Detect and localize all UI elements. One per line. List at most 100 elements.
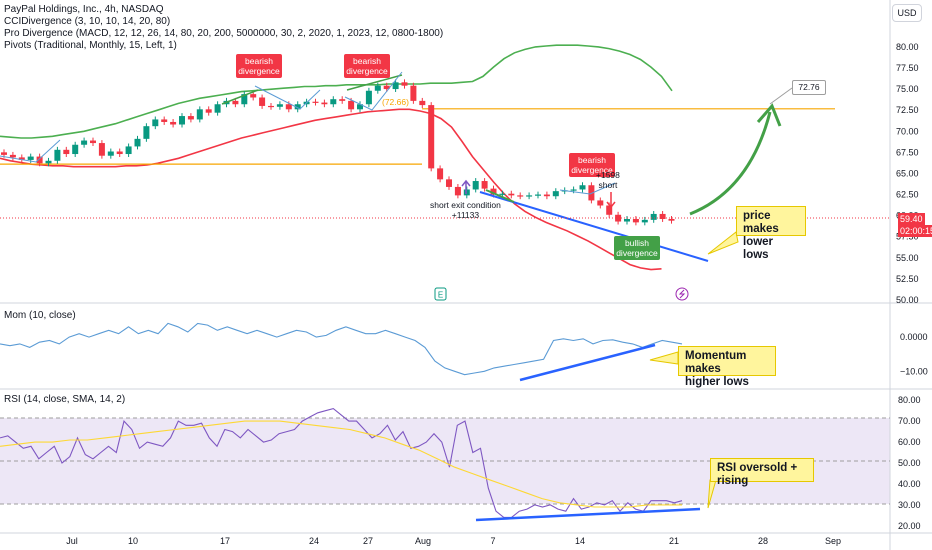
legend-indicator-cci[interactable]: CCIDivergence (3, 10, 10, 14, 20, 80)	[4, 16, 171, 27]
candle-body	[72, 144, 79, 155]
candle-body	[526, 195, 533, 197]
candle-body	[624, 219, 630, 222]
price-trendline	[479, 191, 709, 262]
candle-body	[419, 100, 426, 106]
candle-body	[250, 94, 257, 98]
mom-pane-title: Mom (10, close)	[4, 310, 76, 321]
last-price-tag: 59.40	[898, 213, 925, 225]
candle-body	[36, 156, 43, 164]
candle-body	[365, 90, 372, 105]
candle-body	[632, 219, 639, 223]
candle-body	[401, 82, 408, 86]
pivot-value-label: (72.66)	[382, 97, 409, 107]
candle-body	[383, 85, 390, 90]
short-exit-label: short exit condition +11133	[430, 200, 501, 220]
rsi-axis-tick: 50.00	[898, 458, 921, 468]
time-axis-tick: 27	[363, 536, 373, 546]
candle-body	[499, 193, 506, 195]
time-axis-tick: 17	[220, 536, 230, 546]
time-axis-tick: 14	[575, 536, 585, 546]
candle-body	[232, 100, 239, 105]
candle-body	[152, 119, 159, 127]
candle-body	[437, 168, 444, 180]
price-axis-tick: 70.00	[896, 126, 919, 136]
candle-body	[650, 213, 657, 220]
candle-body	[81, 140, 88, 145]
candle-body	[196, 109, 203, 120]
time-axis-tick: 10	[128, 536, 138, 546]
candle-body	[339, 99, 346, 101]
price-axis-tick: 67.50	[896, 147, 919, 157]
bearish-divergence-line-1	[221, 89, 259, 105]
candle-body	[579, 185, 586, 190]
price-axis-tick: 52.50	[896, 274, 919, 284]
rsi-axis-tick: 60.00	[898, 437, 921, 447]
currency-button[interactable]: USD	[892, 4, 922, 22]
candle-body	[294, 104, 301, 110]
legend-title: PayPal Holdings, Inc., 4h, NASDAQ	[4, 4, 164, 15]
target-value-label: 72.76	[792, 80, 826, 95]
time-axis-tick: Aug	[415, 536, 431, 546]
countdown-tag: 02:00:15	[898, 225, 932, 237]
candle-body	[597, 200, 604, 206]
target-arrow	[689, 111, 772, 216]
lower-band-line	[0, 108, 662, 271]
rsi-axis-tick: 30.00	[898, 500, 921, 510]
legend-indicator-pro-divergence[interactable]: Pro Divergence (MACD, 12, 12, 26, 14, 80…	[4, 28, 444, 39]
time-axis-tick: 7	[490, 536, 495, 546]
candle-body	[517, 195, 524, 197]
candle-body	[454, 186, 461, 196]
rsi-sma-line	[0, 420, 682, 508]
bearish-divergence-label-2: bearish divergence	[344, 54, 390, 78]
price-axis-tick: 80.00	[896, 42, 919, 52]
candle-body	[107, 151, 114, 156]
blue-zigzag-3	[0, 139, 61, 163]
candle-body	[143, 126, 150, 139]
candle-body	[348, 100, 355, 110]
short-exit-arrow	[461, 179, 471, 194]
candle-body	[570, 189, 577, 191]
candle-body	[490, 188, 497, 195]
legend-indicator-pivots[interactable]: Pivots (Traditional, Monthly, 15, Left, …	[4, 40, 177, 51]
candle-body	[276, 104, 283, 107]
candle-body	[552, 191, 559, 197]
price-axis-tick: 62.50	[896, 190, 919, 200]
time-axis-tick: Sep	[825, 536, 841, 546]
candle-body	[410, 85, 417, 101]
candle-body	[463, 189, 470, 196]
candle-body	[161, 119, 168, 122]
candle-body	[659, 213, 666, 219]
candle-body	[543, 194, 550, 197]
candle-body	[241, 94, 248, 105]
blue-zigzag-2	[344, 71, 403, 111]
rsi-trendline	[475, 507, 701, 522]
candle-body	[45, 160, 52, 164]
candle-body	[54, 149, 61, 161]
blue-zigzag-1	[254, 85, 321, 110]
candle-body	[27, 156, 34, 160]
momentum-line	[0, 322, 683, 376]
price-trendline-short	[485, 189, 515, 203]
candle-body	[508, 193, 515, 196]
bearish-divergence-label-1: bearish divergence	[236, 54, 282, 78]
rsi-pane-title: RSI (14, close, SMA, 14, 2)	[4, 394, 126, 405]
candle-body	[179, 116, 185, 125]
time-axis-tick: 24	[309, 536, 319, 546]
rsi-axis-tick: 80.00	[898, 395, 921, 405]
price-axis-tick: 65.00	[896, 168, 919, 178]
candle-body	[428, 105, 435, 169]
mom-callout-pointer	[649, 351, 679, 365]
candle-body	[312, 101, 319, 103]
mom-axis-tick: −10.00	[900, 366, 928, 376]
candle-body	[472, 181, 479, 190]
candle-body	[668, 219, 675, 221]
time-axis-tick: 28	[758, 536, 768, 546]
mom-trendline	[519, 343, 656, 382]
price-callout-pointer	[707, 231, 739, 255]
candle-body	[205, 109, 212, 113]
rsi-line	[0, 407, 683, 518]
candle-body	[641, 219, 648, 223]
candle-body	[606, 205, 613, 215]
legend: PayPal Holdings, Inc., 4h, NASDAQ CCIDiv…	[4, 4, 443, 52]
